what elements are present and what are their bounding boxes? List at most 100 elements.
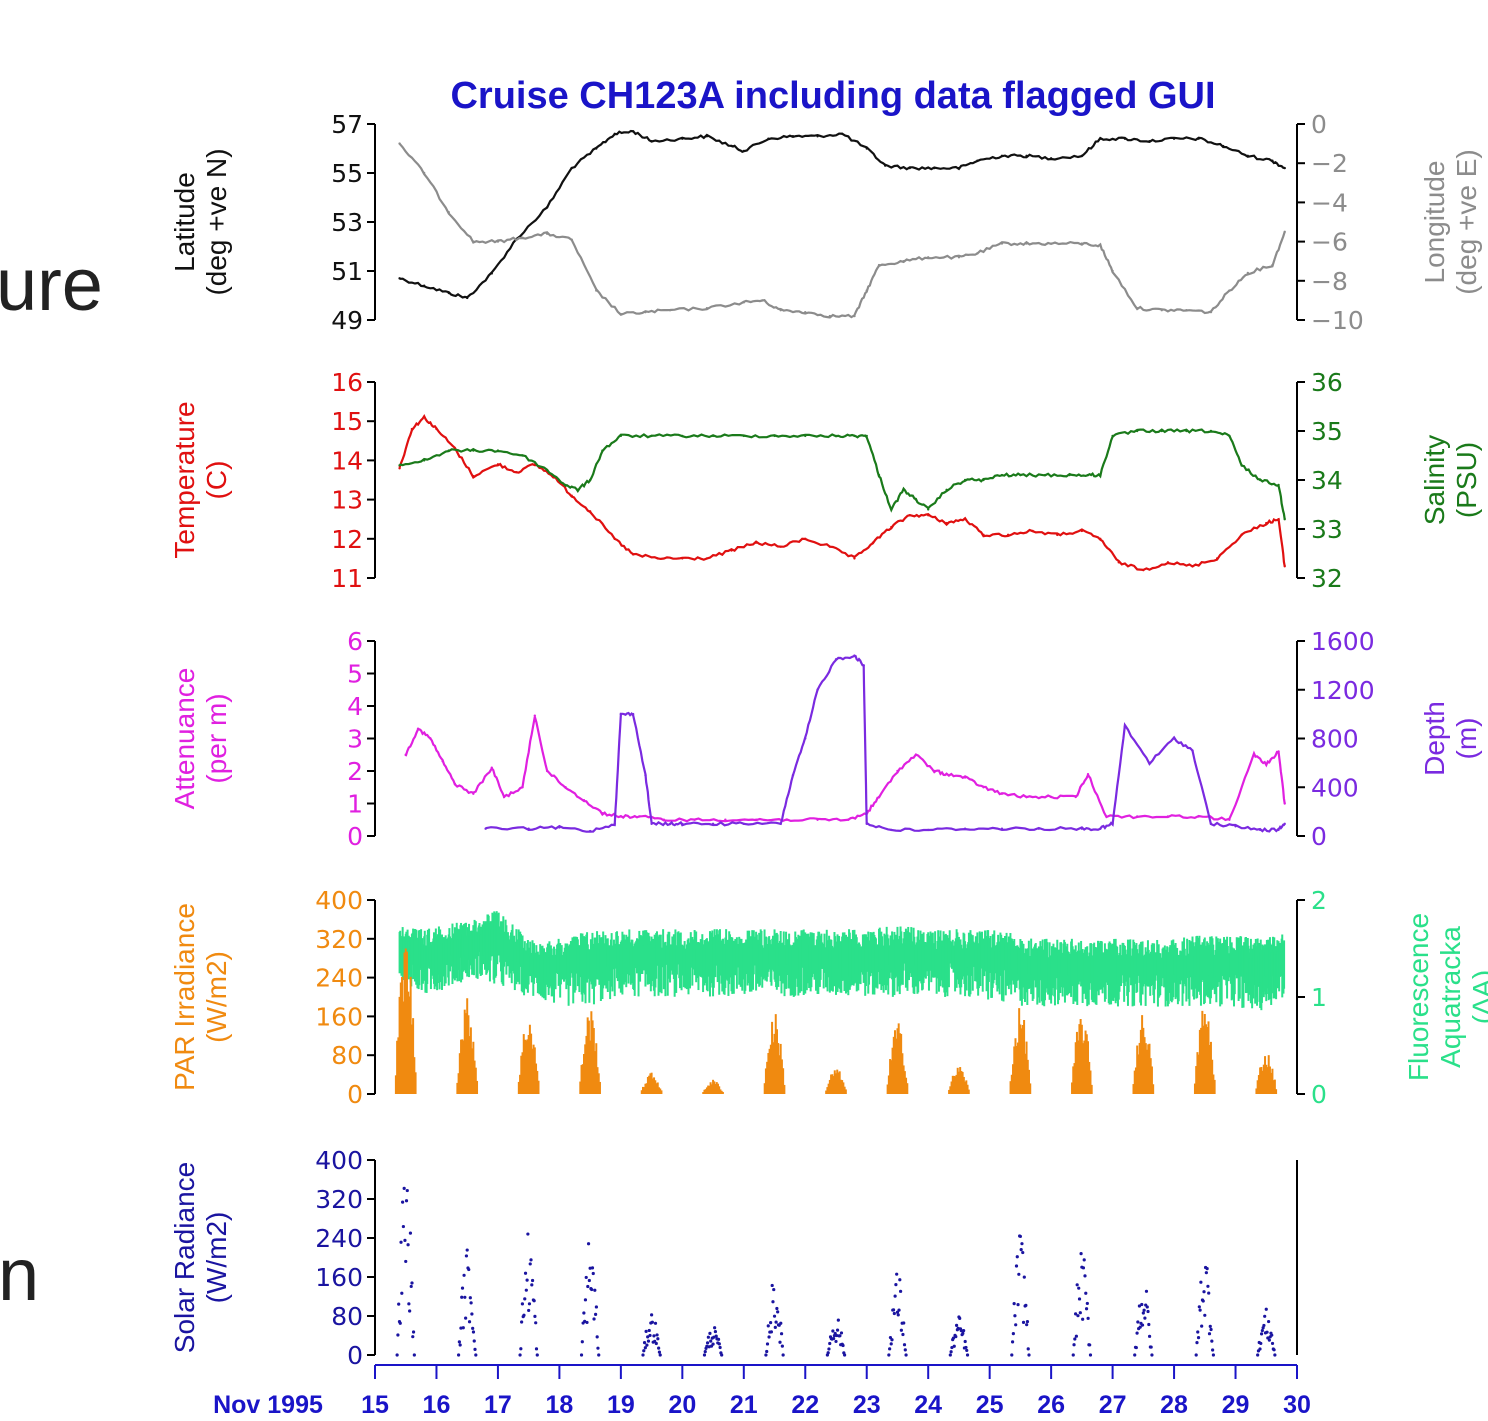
solar-mark (1138, 1325, 1142, 1329)
left-tick-label: 15 (331, 407, 363, 436)
solar-mark (1077, 1297, 1082, 1301)
data-point (1056, 533, 1059, 537)
right-tick-label: 1600 (1311, 627, 1375, 656)
data-point (816, 818, 819, 821)
data-point (1172, 137, 1176, 140)
data-point (662, 818, 666, 821)
solar-mark (646, 1339, 651, 1343)
right-tick-label: 36 (1311, 368, 1343, 397)
solar-mark (588, 1266, 592, 1270)
solar-mark (1207, 1332, 1212, 1336)
solar-mark (1020, 1242, 1024, 1246)
data-point (1074, 795, 1077, 799)
data-point (1283, 230, 1286, 233)
solar-mark (1081, 1266, 1086, 1270)
solar-mark (520, 1320, 524, 1324)
data-point (828, 314, 832, 318)
left-axis-label-line: (per m) (201, 693, 232, 783)
solar-mark (889, 1342, 893, 1346)
cropped-text-fragment-1: ure (0, 243, 103, 326)
solar-mark (593, 1288, 597, 1292)
solar-mark (1207, 1291, 1211, 1295)
data-point (1160, 309, 1163, 312)
series-line (399, 428, 1286, 520)
data-point (785, 818, 789, 821)
data-point (896, 769, 899, 773)
data-point (945, 521, 948, 525)
data-point (742, 822, 745, 826)
data-point (1246, 271, 1250, 275)
solar-mark (1195, 1341, 1199, 1345)
data-point (681, 434, 684, 438)
series-solar-radiance (395, 1186, 1277, 1357)
solar-mark (895, 1272, 899, 1276)
solar-mark (1074, 1334, 1078, 1338)
solar-mark (1021, 1250, 1025, 1255)
solar-mark (1076, 1314, 1080, 1318)
data-point (595, 147, 598, 150)
solar-mark (1259, 1341, 1263, 1346)
series-line (398, 142, 1286, 319)
data-point (472, 474, 475, 478)
solar-mark (779, 1332, 784, 1336)
data-point (638, 815, 641, 818)
data-point (1191, 565, 1194, 568)
data-point (515, 470, 518, 474)
solar-mark (461, 1326, 465, 1330)
right-tick-label: −6 (1311, 228, 1348, 257)
data-point (1111, 269, 1114, 273)
solar-mark (404, 1259, 408, 1264)
data-point (502, 795, 506, 799)
solar-mark (460, 1295, 464, 1299)
solar-mark (774, 1320, 778, 1324)
data-point (619, 312, 623, 316)
solar-mark (1203, 1313, 1207, 1317)
solar-mark (647, 1328, 651, 1333)
solar-mark (1202, 1290, 1206, 1294)
data-point (429, 737, 432, 740)
data-point (472, 240, 475, 243)
right-axis-label-line: Fluorescence (1403, 913, 1434, 1081)
data-point (521, 454, 524, 457)
solar-mark (827, 1347, 831, 1351)
data-point (767, 137, 770, 140)
solar-mark (583, 1298, 588, 1302)
solar-mark (654, 1341, 658, 1346)
solar-mark (713, 1329, 718, 1334)
solar-mark (468, 1296, 472, 1300)
x-tick-label: 16 (423, 1391, 451, 1419)
solar-mark (1083, 1274, 1087, 1278)
solar-mark (963, 1339, 967, 1344)
solar-mark (708, 1331, 712, 1335)
left-axis-label-line: Attenuance (169, 668, 200, 810)
data-point (742, 149, 745, 153)
data-point (963, 478, 967, 482)
solar-mark (1140, 1323, 1145, 1327)
data-point (1172, 737, 1176, 740)
solar-mark (463, 1295, 467, 1299)
solar-mark (702, 1353, 707, 1357)
solar-mark (1025, 1323, 1029, 1327)
solar-mark (766, 1324, 770, 1328)
solar-mark (411, 1335, 415, 1339)
solar-mark (595, 1335, 599, 1339)
solar-mark (1144, 1289, 1149, 1293)
data-point (1068, 473, 1071, 477)
data-point (1209, 310, 1213, 314)
solar-mark (703, 1350, 707, 1354)
data-point (1271, 263, 1274, 267)
x-tick-label: 28 (1160, 1391, 1188, 1419)
data-point (1228, 818, 1231, 821)
data-point (1049, 242, 1053, 245)
data-point (588, 478, 592, 482)
left-tick-label: 320 (315, 1185, 363, 1214)
solar-mark (1072, 1343, 1076, 1347)
solar-mark (1079, 1251, 1083, 1256)
solar-mark (1149, 1345, 1153, 1349)
data-point (890, 525, 893, 529)
x-tick-label: 25 (976, 1391, 1004, 1419)
solar-mark (705, 1344, 709, 1348)
solar-mark (831, 1329, 835, 1333)
data-point (1283, 565, 1286, 568)
data-point (761, 299, 764, 302)
